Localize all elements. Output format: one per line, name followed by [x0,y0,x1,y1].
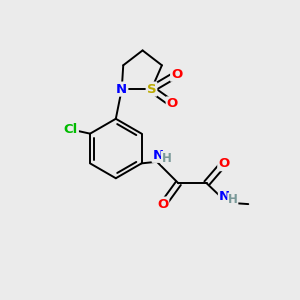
Text: O: O [167,98,178,110]
Text: N: N [219,190,230,203]
Text: S: S [147,82,156,96]
Text: N: N [116,82,127,96]
Text: Cl: Cl [64,123,78,136]
Text: H: H [162,152,172,164]
Text: H: H [228,193,238,206]
Text: O: O [218,157,230,170]
Text: O: O [171,68,182,81]
Text: N: N [153,149,164,162]
Text: O: O [157,198,168,211]
